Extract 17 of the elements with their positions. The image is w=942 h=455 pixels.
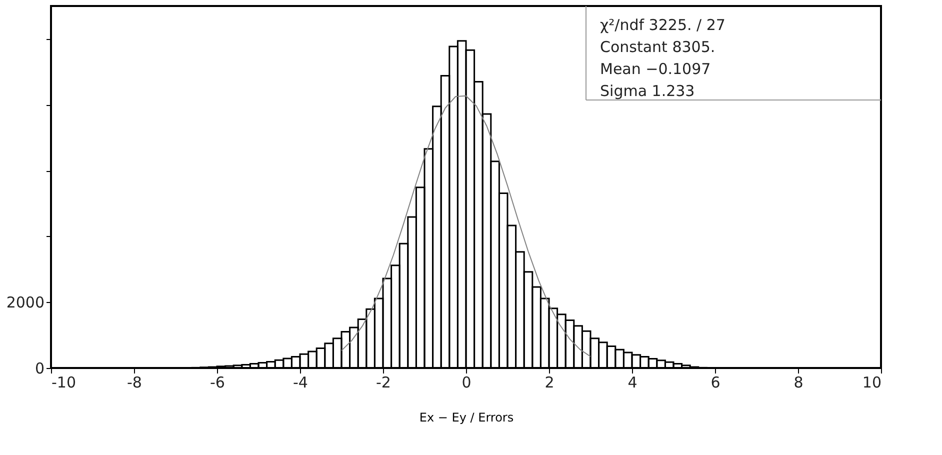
x-axis-title: Ex − Ey / Errors: [419, 410, 514, 424]
x-tick-label: 10: [862, 374, 882, 392]
x-tick-label: 8: [794, 374, 804, 392]
x-tick-label: 2: [544, 374, 554, 392]
annotation: Sigma 1.233: [600, 82, 695, 100]
x-tick-label: -6: [210, 374, 225, 392]
annotation: χ²/ndf 3225. / 27: [600, 16, 726, 34]
annotation: Mean −0.1097: [600, 60, 711, 78]
annotation: Constant 8305.: [600, 38, 716, 56]
x-tick-label: -10: [52, 374, 76, 392]
x-tick-label: -4: [293, 374, 308, 392]
x-tick-label: -8: [127, 374, 142, 392]
x-tick-label: -2: [376, 374, 391, 392]
x-tick-label: 6: [710, 374, 720, 392]
x-tick-label: 4: [628, 374, 638, 392]
x-tick-label: 0: [462, 374, 472, 392]
y-tick-label: 2000: [6, 294, 44, 312]
